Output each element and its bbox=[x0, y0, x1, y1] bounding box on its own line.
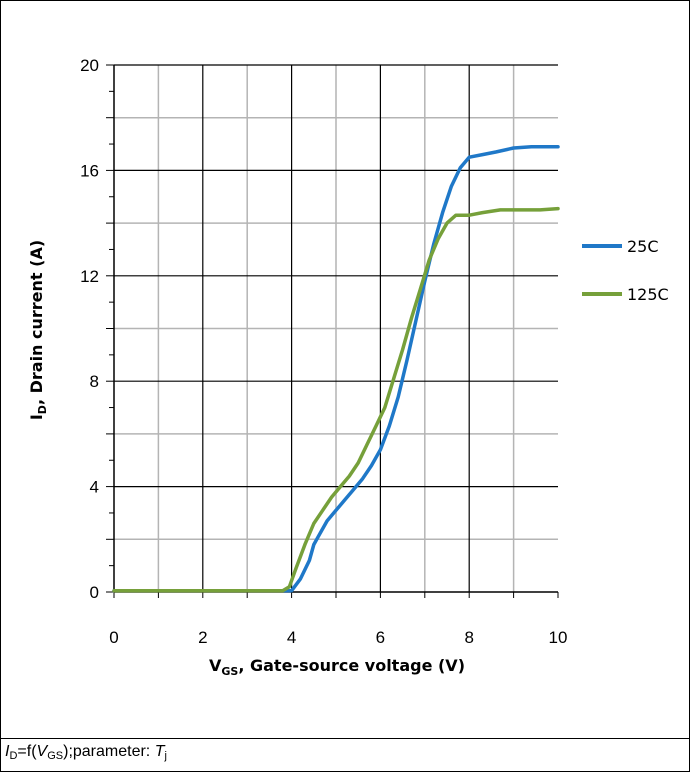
x-tick-label: 4 bbox=[287, 628, 296, 647]
y-tick-label: 20 bbox=[80, 56, 99, 75]
series-line-0 bbox=[112, 144, 560, 593]
x-tick-label: 8 bbox=[464, 628, 473, 647]
y-tick-label: 0 bbox=[90, 583, 99, 602]
drain-current-chart: 0 4 8 12 16 20 0 2 4 6 8 10 VGS, Gate-source volta… bbox=[27, 56, 669, 678]
axes bbox=[106, 64, 559, 598]
caption: ID=f(VGS);parameter: Tj bbox=[5, 743, 167, 762]
y-tick-label: 8 bbox=[90, 372, 99, 391]
legend-label-25c: 25C bbox=[627, 237, 659, 256]
x-tick-label: 6 bbox=[376, 628, 385, 647]
legend-label-125c: 125C bbox=[627, 285, 669, 304]
x-tick-labels: 0 2 4 6 8 10 bbox=[109, 628, 567, 647]
x-tick-label: 10 bbox=[549, 628, 568, 647]
x-axis-title: VGS, Gate-source voltage (V) bbox=[209, 656, 465, 678]
y-tick-labels: 0 4 8 12 16 20 bbox=[80, 56, 99, 602]
y-tick-label: 4 bbox=[90, 478, 99, 497]
y-tick-label: 12 bbox=[80, 267, 99, 286]
x-tick-label: 2 bbox=[198, 628, 207, 647]
minor-grid bbox=[114, 65, 558, 592]
series-line-1 bbox=[112, 206, 560, 593]
series-layer bbox=[112, 144, 560, 593]
y-axis-title: ID, Drain current (A) bbox=[27, 240, 49, 420]
major-grid bbox=[114, 64, 558, 592]
x-tick-label: 0 bbox=[109, 628, 118, 647]
caption-divider bbox=[0, 738, 690, 739]
y-tick-label: 16 bbox=[80, 161, 99, 180]
legend: 25C 125C bbox=[582, 237, 669, 304]
